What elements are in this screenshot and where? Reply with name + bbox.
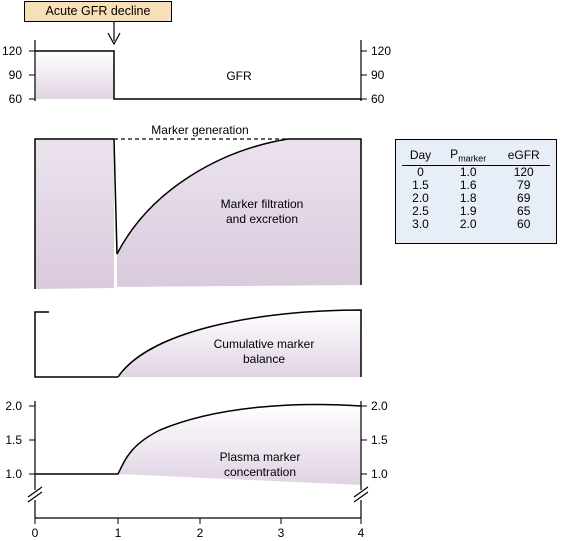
plasma-tick-left-2: 2.0 <box>5 399 22 413</box>
plasma-panel: 2.0 1.5 1.0 2.0 1.5 1.0 Plasma marker co… <box>5 399 388 518</box>
plasma-tick-left-1: 1.0 <box>5 467 22 481</box>
gfr-line <box>35 50 361 100</box>
balance-baseline <box>34 311 118 378</box>
table-header-day: Day <box>402 147 439 167</box>
marker-filtration-label-1: Marker filtration <box>221 197 304 211</box>
plasma-curve <box>35 403 362 475</box>
marker-outline-left <box>34 138 114 289</box>
plasma-fill <box>118 404 361 485</box>
table-row: 3.0 2.0 60 <box>412 217 531 232</box>
x-tick-3: 3 <box>278 526 285 540</box>
table-row: 2.5 1.9 65 <box>412 204 531 219</box>
gfr-tick-left-60: 60 <box>9 92 23 106</box>
table-header-pmarker: Pmarker <box>438 147 498 167</box>
gfr-tick-right-120: 120 <box>371 44 391 58</box>
balance-panel: Cumulative marker balance <box>34 309 362 378</box>
balance-fill <box>118 310 361 377</box>
plasma-tick-left-1.5: 1.5 <box>5 433 22 447</box>
plasma-label-2: concentration <box>224 465 296 479</box>
table-header-egfr: eGFR <box>497 147 550 167</box>
gfr-fill <box>35 51 114 99</box>
callout-arrow <box>107 22 121 46</box>
axis-break-right-icon <box>353 486 369 498</box>
marker-fill-right <box>117 139 361 287</box>
arrow-down-icon <box>107 32 121 46</box>
gfr-tick-left-120: 120 <box>2 44 22 58</box>
marker-panel: Marker generation Marker filtration and … <box>34 123 362 289</box>
balance-label-1: Cumulative marker <box>214 337 315 351</box>
gfr-tick-left-90: 90 <box>9 68 23 82</box>
table-row: 1.5 1.6 79 <box>412 178 531 193</box>
table-header-row: Day Pmarker eGFR <box>402 147 550 167</box>
x-tick-4: 4 <box>358 526 365 540</box>
marker-filtration-label-2: and excretion <box>226 212 298 226</box>
acute-gfr-decline-callout: Acute GFR decline <box>24 1 172 22</box>
x-tick-2: 2 <box>197 526 204 540</box>
plasma-tick-right-1: 1.0 <box>371 467 388 481</box>
marker-generation-label: Marker generation <box>151 123 248 137</box>
x-tick-0: 0 <box>32 526 39 540</box>
table-row: 0 1.0 120 <box>417 165 534 180</box>
axis-break-left-icon <box>27 486 43 498</box>
balance-label-2: balance <box>243 352 285 366</box>
gfr-panel: 120 90 60 120 90 60 GFR <box>2 40 391 106</box>
plasma-tick-right-1.5: 1.5 <box>371 433 388 447</box>
marker-excretion-curve <box>113 138 362 285</box>
marker-fill-left <box>35 139 114 289</box>
plasma-tick-right-2: 2.0 <box>371 399 388 413</box>
egfr-table: Day Pmarker eGFR 0 1.0 120 1.5 1.6 79 2.… <box>395 139 557 244</box>
balance-curve <box>117 309 362 378</box>
gfr-tick-right-60: 60 <box>371 92 385 106</box>
x-axis: 0 1 2 3 4 <box>32 517 365 540</box>
plasma-label-1: Plasma marker <box>220 450 301 464</box>
table-row: 2.0 1.8 69 <box>412 191 531 206</box>
gfr-tick-right-90: 90 <box>371 68 385 82</box>
gfr-label: GFR <box>226 69 252 83</box>
x-tick-1: 1 <box>115 526 122 540</box>
